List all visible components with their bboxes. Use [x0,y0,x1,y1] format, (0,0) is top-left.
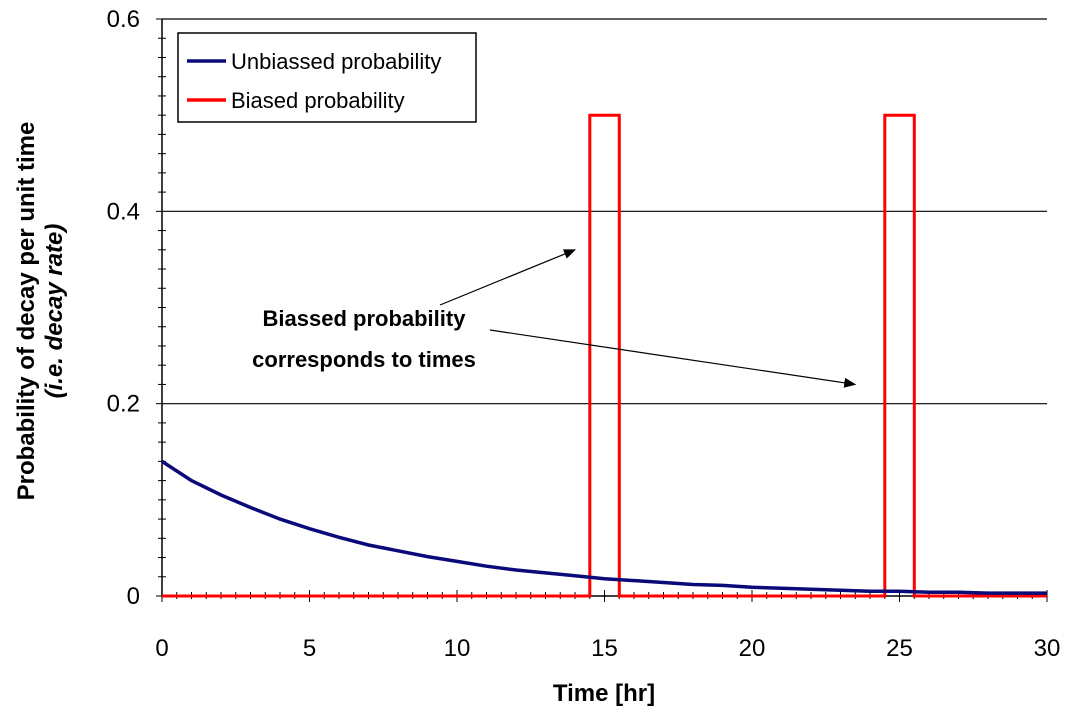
annotation: Biassed probability corresponds to times [252,249,857,388]
tick-labels: 0 0.2 0.4 0.6 0 5 10 15 20 25 30 [107,6,1061,662]
legend: Unbiassed probability Biased probability [177,32,477,123]
x-axis-title: Time [hr] [553,680,655,707]
y-tick-label: 0 [127,583,140,610]
y-axis-title: Probability of decay per unit time (i.e.… [13,122,68,501]
x-tick-label: 0 [155,635,168,662]
y-axis-title-line2: (i.e. decay rate) [41,224,68,399]
legend-box [177,32,477,123]
y-tick-label: 0.6 [107,6,140,33]
x-tick-label: 25 [886,635,913,662]
annotation-arrow-1 [439,249,576,306]
legend-label-unbiassed: Unbiassed probability [231,49,441,74]
x-tick-label: 5 [303,635,316,662]
x-tick-label: 15 [591,635,618,662]
annotation-line2: corresponds to times [252,347,476,372]
y-axis-title-line1: Probability of decay per unit time [13,122,40,501]
x-tick-label: 10 [444,635,471,662]
annotation-line1: Biassed probability [263,306,467,331]
series-line-unbiassed [161,459,1047,595]
annotation-arrow-2 [489,329,857,388]
plot-series [161,113,1047,598]
series-line-biased [162,113,1047,598]
x-tick-label: 20 [739,635,766,662]
y-tick-label: 0.2 [107,391,140,418]
legend-label-biased: Biased probability [231,88,405,113]
y-tick-label: 0.4 [107,198,140,225]
x-tick-label: 30 [1034,635,1061,662]
gridlines [162,18,1047,405]
